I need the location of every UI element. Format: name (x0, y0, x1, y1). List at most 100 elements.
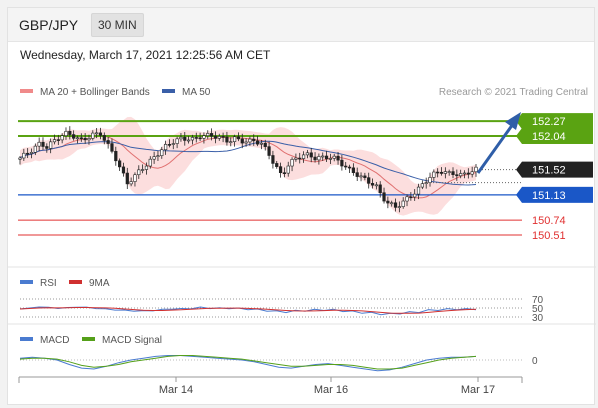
candle-body (401, 200, 405, 207)
forecast-arrow (476, 112, 521, 174)
candle-body (451, 171, 455, 175)
candle (98, 127, 103, 140)
candle-body (267, 146, 271, 156)
candle (282, 167, 287, 178)
candle-body (164, 144, 168, 151)
candle-body (405, 196, 409, 202)
candle-body (129, 181, 133, 185)
candle-body (459, 173, 463, 177)
candle-body (110, 143, 114, 152)
candle (347, 164, 352, 174)
candle-body (102, 135, 106, 141)
rsi-level-30-label: 30 (532, 313, 544, 324)
candle (79, 133, 83, 142)
candle (232, 134, 237, 147)
rsi-ma-line (19, 307, 477, 314)
macd-panel: MACD MACD Signal 0 (19, 335, 538, 372)
candle (374, 182, 378, 190)
candle (378, 181, 382, 198)
candle (144, 162, 149, 175)
candle-body (470, 171, 474, 175)
candle (275, 160, 279, 169)
macd-zero-label: 0 (532, 356, 538, 367)
candle (137, 165, 141, 179)
candle-body (41, 141, 45, 147)
ma50-legend-swatch (162, 89, 175, 93)
candle-body (198, 137, 202, 140)
candle (160, 146, 164, 159)
candle (351, 163, 355, 176)
forecast-arrow-line (476, 123, 515, 174)
level-152-27-tag (522, 113, 593, 130)
candle (466, 168, 470, 179)
candle-body (351, 167, 355, 173)
candle-body (305, 152, 309, 156)
rsi-ma-legend-swatch (69, 280, 82, 284)
candle (271, 150, 275, 169)
candle (229, 137, 233, 147)
candle (248, 136, 252, 146)
ma50-line (19, 140, 477, 186)
candle-body (347, 166, 352, 169)
macd-signal-legend-label: MACD Signal (102, 335, 162, 346)
candle-body (183, 136, 187, 141)
candle-body (443, 171, 447, 174)
level-151-13-label: 151.13 (532, 190, 566, 202)
candle-body (393, 202, 398, 208)
x-tick-label: Mar 16 (314, 384, 348, 396)
candle-body (282, 172, 287, 175)
candle-body (455, 174, 459, 177)
candle (259, 140, 264, 150)
candle (470, 166, 474, 178)
candle-body (259, 142, 264, 145)
macd-legend-label: MACD (40, 335, 69, 346)
candle-body (263, 142, 267, 147)
candle (236, 132, 241, 142)
candle (244, 138, 248, 147)
candle (37, 137, 41, 152)
candle-body (294, 157, 298, 160)
candle (106, 136, 110, 149)
candle-body (409, 196, 413, 199)
candle (324, 150, 329, 162)
candle (190, 134, 195, 145)
candle (309, 147, 313, 163)
macd-line (19, 355, 477, 372)
candle-body (148, 158, 152, 167)
candle (171, 139, 175, 150)
candle (18, 156, 22, 165)
candle (447, 169, 451, 176)
candle (455, 169, 459, 181)
candle (416, 183, 421, 200)
candle (41, 137, 45, 150)
symbol-label: GBP/JPY (19, 17, 79, 33)
candle (152, 151, 156, 164)
candle (87, 134, 91, 145)
candle (332, 153, 336, 162)
candle-body (436, 171, 440, 174)
candle-body (175, 138, 179, 144)
main-panel: MA 20 + Bollinger Bands MA 50 Research ©… (18, 87, 593, 242)
chart-card: GBP/JPY 30 MIN Wednesday, March 17, 2021… (7, 7, 595, 405)
candle (64, 127, 68, 140)
candle-body (240, 138, 244, 144)
rsi-panel: RSI 9MA 70 50 30 (19, 278, 544, 324)
candle (301, 151, 306, 163)
candle (45, 143, 49, 153)
candle-body (439, 171, 444, 174)
macd-legend-swatch (20, 337, 33, 341)
macd-signal-legend-swatch (82, 337, 95, 341)
candle (183, 132, 187, 146)
timeframe-badge[interactable]: 30 MIN (91, 13, 144, 37)
candle-body (79, 137, 83, 140)
attribution-text: Research © 2021 Trading Central (439, 87, 588, 98)
candle (213, 131, 218, 144)
ma50-legend-label: MA 50 (182, 87, 211, 98)
candle-body (275, 163, 279, 167)
level-151-13-tag-pointer (516, 186, 522, 203)
ma20-legend-label: MA 20 + Bollinger Bands (40, 87, 150, 98)
candle-body (332, 155, 336, 159)
candle (428, 172, 432, 187)
candle (278, 162, 283, 178)
candle-body (229, 141, 233, 143)
